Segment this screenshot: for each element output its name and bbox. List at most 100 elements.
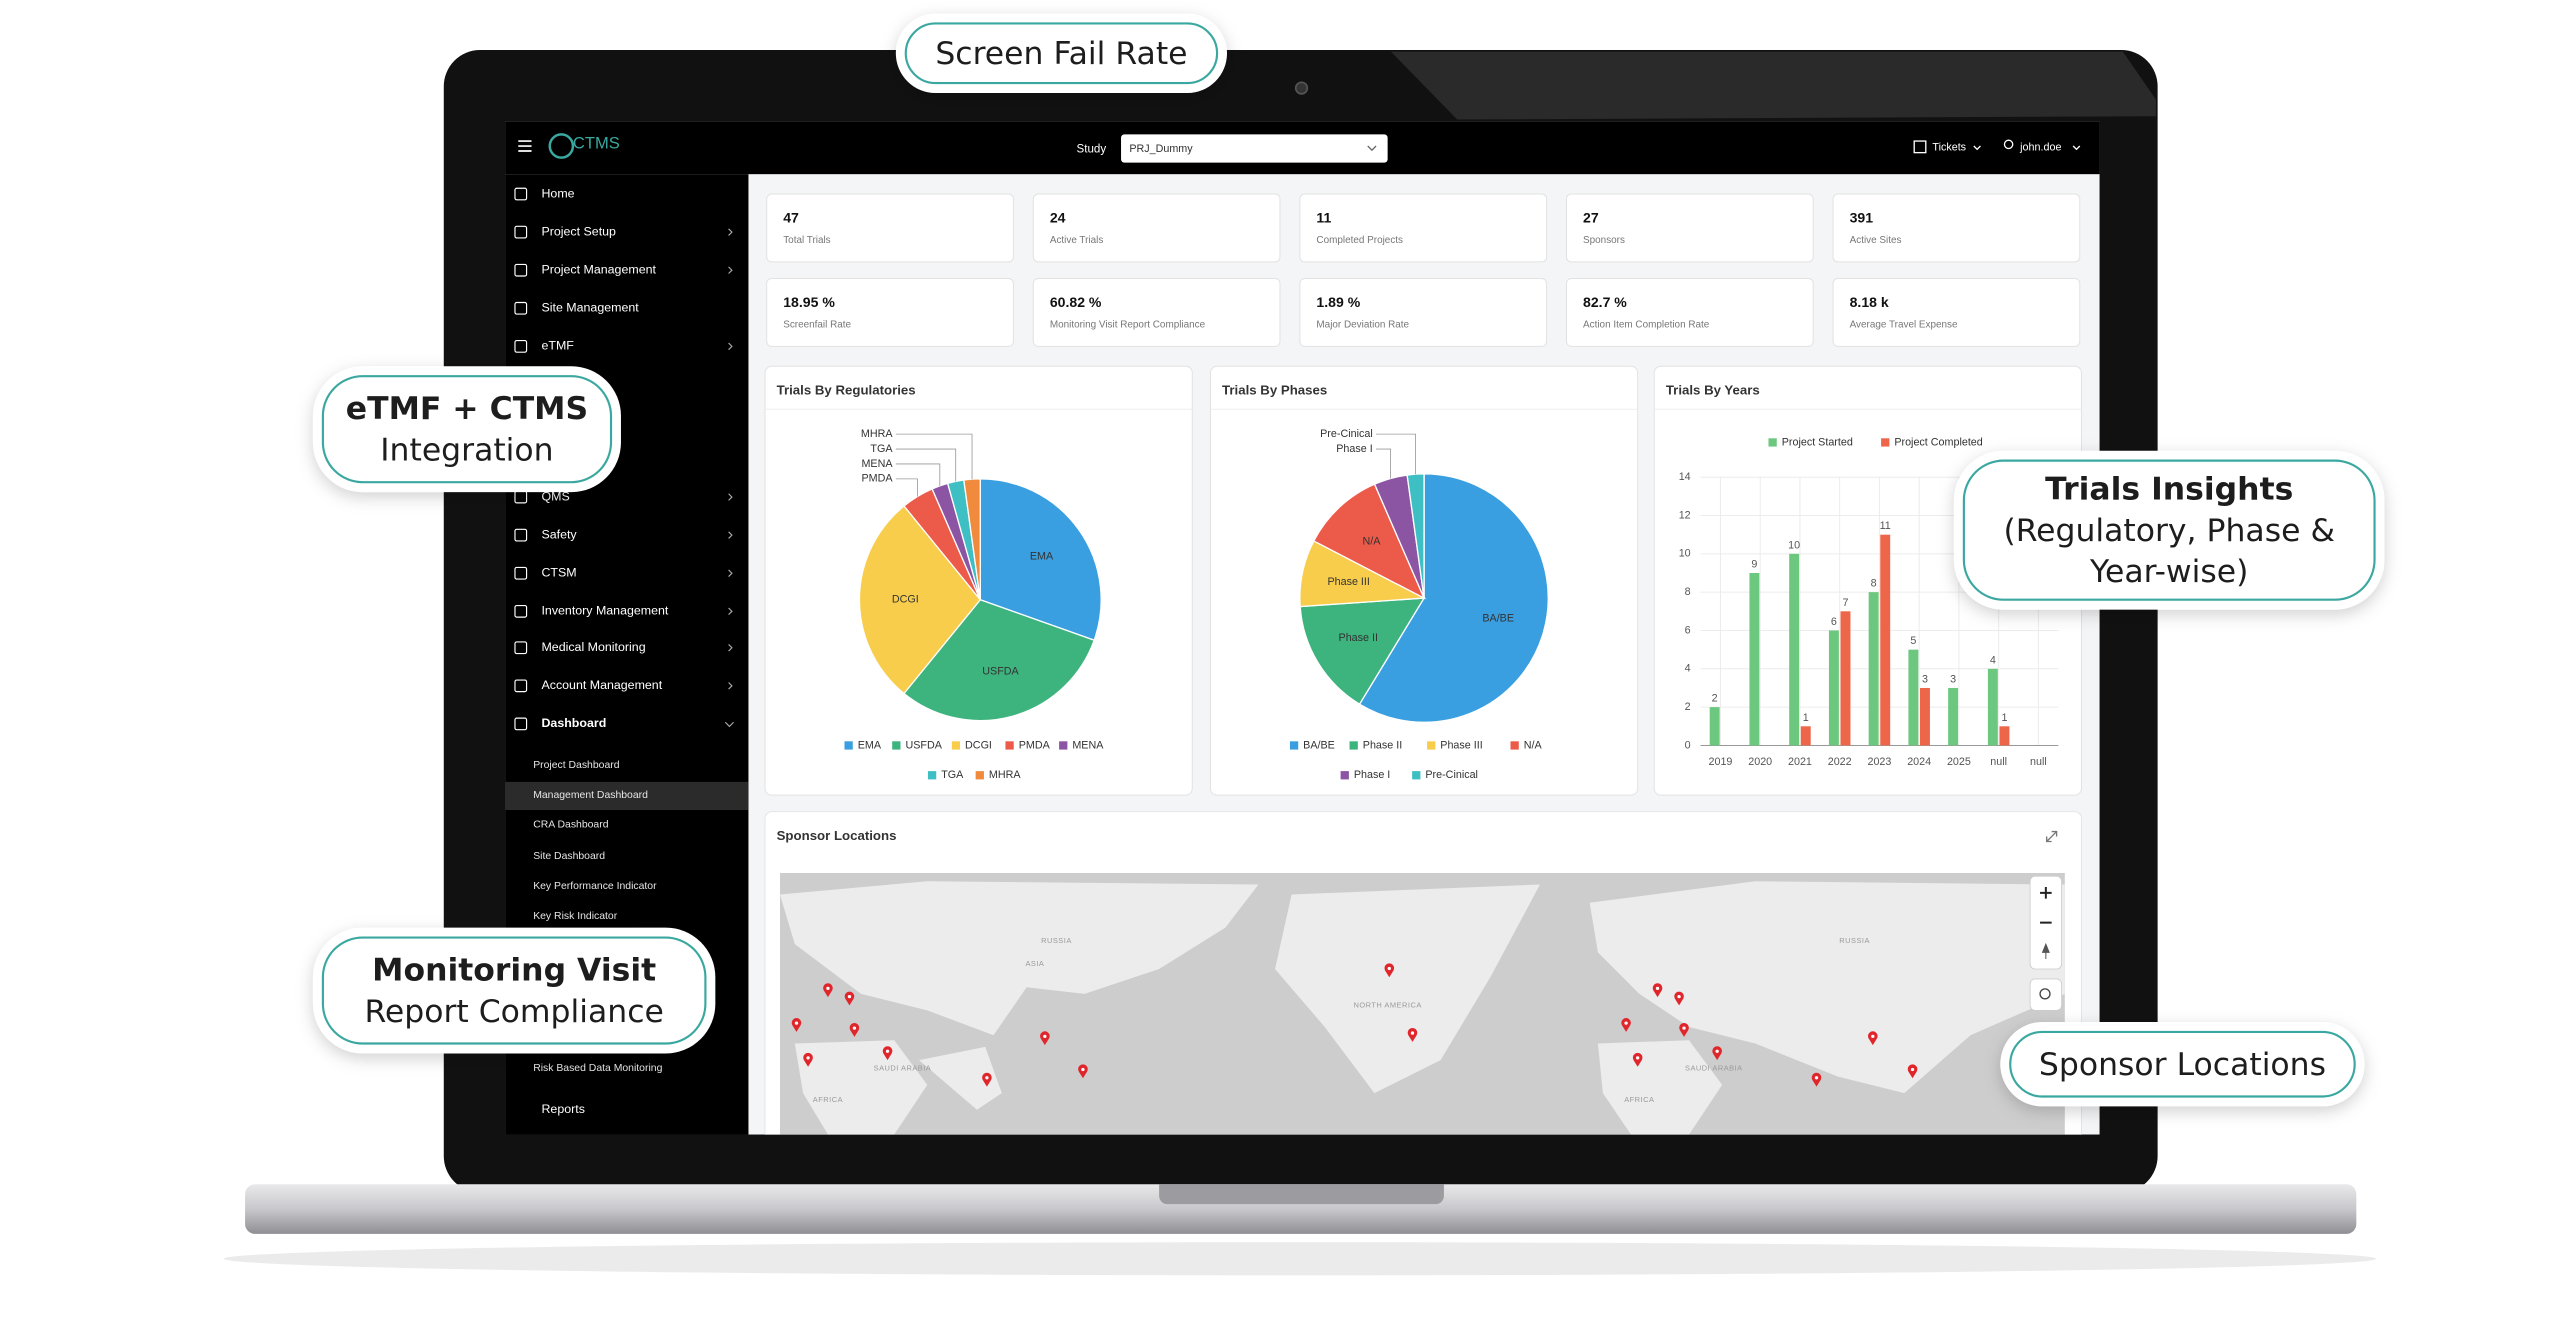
map-pin[interactable] [882,1046,893,1061]
map-pin-dot [1043,1034,1047,1039]
map-pin[interactable] [823,983,833,998]
legend-label[interactable]: Project Completed [1894,436,1982,448]
pie-slice[interactable] [979,478,1102,642]
legend-label[interactable]: MENA [1072,739,1104,751]
legend-label[interactable]: Pre-Cinical [1425,769,1478,781]
pie-slice[interactable] [1406,473,1425,599]
bar[interactable] [1749,573,1760,746]
kpi-value: 60.82 % [1050,294,1102,310]
bar[interactable] [1880,534,1891,746]
bar[interactable] [1908,649,1919,746]
map-pin[interactable] [982,1072,992,1087]
submenu-item[interactable]: Risk Based Data Monitoring [533,1063,662,1074]
map-pin[interactable] [1679,1023,1689,1037]
map-pin[interactable] [1712,1046,1722,1061]
menu-item[interactable]: QMS [541,489,569,503]
chevron [728,607,733,616]
study-value[interactable]: PRJ_Dummy [1129,143,1193,155]
map-pin[interactable] [803,1052,813,1067]
slice-label: N/A [1363,536,1382,548]
bar[interactable] [1868,592,1879,746]
legend-label[interactable]: USFDA [905,739,942,751]
menu-item[interactable]: Inventory Management [541,604,668,618]
submenu-item[interactable]: CRA Dashboard [533,820,609,831]
bar[interactable] [1789,553,1800,746]
legend-label[interactable]: Project Started [1782,436,1853,448]
legend-label[interactable]: PMDA [1019,739,1051,751]
kpi-card [1299,193,1548,263]
submenu-item[interactable]: Site Dashboard [533,851,605,862]
legend-label[interactable]: EMA [858,739,882,751]
land [1589,881,2065,1094]
menu-item[interactable]: Home [541,186,574,200]
map-pin[interactable] [1674,991,1684,1006]
legend-label[interactable]: BA/BE [1303,739,1335,751]
legend-label[interactable]: DCGI [965,739,992,751]
submenu-item[interactable]: Management Dashboard [533,790,648,801]
expand-icon[interactable] [2046,830,2058,843]
bar[interactable] [1948,687,1959,746]
map-pin[interactable] [791,1018,802,1032]
map-pin[interactable] [1040,1031,1050,1046]
bar[interactable] [1987,668,1998,746]
pie-slice[interactable] [1358,473,1549,723]
bar[interactable] [1828,630,1839,746]
menu-item[interactable]: CTSM [541,566,576,580]
legend-label[interactable]: Phase II [1363,739,1402,751]
menu-item[interactable]: Site Management [541,301,639,315]
pie-slice[interactable] [1299,597,1426,706]
bar[interactable] [1999,726,2010,746]
map-pin[interactable] [844,991,855,1006]
menu-item[interactable]: Safety [541,527,577,541]
tickets[interactable]: Tickets [1932,142,1966,154]
map-pin[interactable] [1868,1031,1878,1046]
menu-item[interactable]: Project Management [541,262,656,276]
zoom-in[interactable] [2040,887,2052,899]
user[interactable]: john.doe [2019,142,2061,154]
menu-item[interactable]: Medical Monitoring [541,640,645,654]
legend-label[interactable]: N/A [1524,739,1543,751]
menu-item[interactable]: Reports [541,1102,584,1116]
map-pin[interactable] [1621,1018,1631,1032]
legend-swatch [1510,741,1519,750]
x-tick-label: 2025 [1947,756,1971,768]
map-pin[interactable] [1652,983,1663,998]
legend-label[interactable]: MHRA [989,769,1021,781]
map-pin[interactable] [1384,963,1395,978]
reset-north[interactable] [2041,942,2050,960]
study-select[interactable] [1121,134,1388,163]
value-label: 1 [2001,712,2007,724]
menu-item[interactable]: eTMF [541,339,574,353]
submenu-item[interactable]: Key Risk Indicator [533,911,618,922]
legend-label[interactable]: TGA [941,769,964,781]
map-pin[interactable] [1632,1052,1643,1067]
bar[interactable] [1800,726,1811,746]
bar[interactable] [1709,707,1720,746]
bar[interactable] [1840,611,1851,746]
pie-slice[interactable] [858,505,982,695]
menu-icon[interactable] [518,140,532,152]
submenu-item[interactable]: Key Performance Indicator [533,881,657,892]
map-pin[interactable] [1907,1064,1918,1079]
map-pin[interactable] [1078,1064,1088,1079]
bar[interactable] [1920,687,1930,746]
pie-slice[interactable] [963,478,981,600]
pie-slice[interactable] [903,598,1096,722]
charts: Trials By Regulatories EMA USFDA DCGI PMDA ME… [764,365,2082,796]
map-pin[interactable] [849,1023,860,1037]
kpi-label: Active Trials [1050,235,1104,246]
fit-button[interactable] [2029,978,2062,1011]
map-pin-dot [1871,1034,1875,1039]
kpi-value: 11 [1316,210,1331,226]
menu-item[interactable]: Account Management [541,678,662,692]
menu-item[interactable]: Project Setup [541,224,616,238]
menu-item[interactable]: Dashboard [541,716,606,730]
submenu-item[interactable]: Project Dashboard [533,760,620,771]
legend-label[interactable]: Phase III [1440,739,1482,751]
pie-slice[interactable] [1312,483,1426,600]
map-pin[interactable] [1407,1027,1418,1042]
legend-label[interactable]: Phase I [1354,769,1390,781]
active-item-bg [505,781,749,811]
map-pin[interactable] [1811,1072,1822,1087]
kpi-value: 47 [783,210,799,226]
